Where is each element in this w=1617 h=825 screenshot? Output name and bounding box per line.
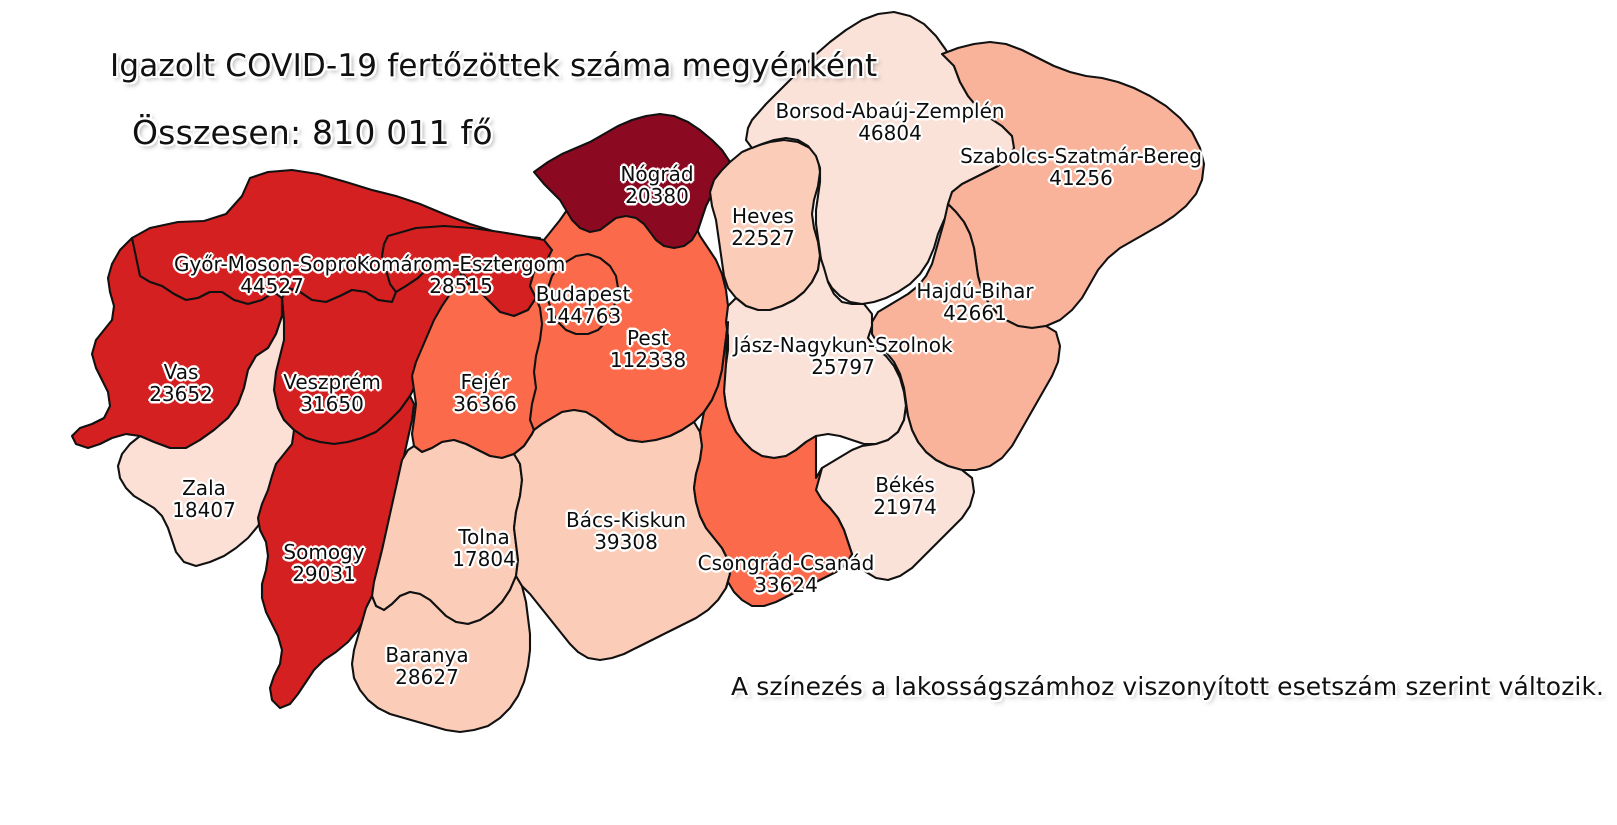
county-name: Komárom-Esztergom (356, 252, 566, 276)
county-label-tolna[interactable]: Tolna 17804 (452, 525, 516, 572)
county-label-fejer[interactable]: Fejér 36366 (453, 370, 517, 417)
county-label-bacs-kiskun[interactable]: Bács-Kiskun 39308 (565, 508, 687, 555)
county-shape-somogy[interactable] (256, 394, 416, 710)
county-value: 18407 (172, 498, 236, 523)
county-shape-baranya[interactable] (350, 574, 532, 734)
county-label-nograd[interactable]: Nógrád 20380 (620, 162, 694, 209)
county-shape-hajdu-bihar[interactable] (870, 202, 1062, 472)
county-name: Borsod-Abaúj-Zemplén (775, 99, 1005, 123)
county-value: 112338 (609, 348, 687, 373)
county-value: 29031 (292, 562, 356, 587)
county-name: Somogy (283, 540, 365, 564)
color-legend-note: A színezés a lakosságszámhoz viszonyítot… (731, 672, 1605, 701)
county-name: Pest (627, 326, 669, 350)
county-value: 31650 (300, 392, 364, 417)
county-name: Tolna (458, 525, 510, 549)
county-shape-budapest[interactable] (546, 252, 620, 336)
county-name: Csongrád-Csanád (697, 551, 875, 575)
total-cases-subtitle: Összesen: 810 011 fő (132, 113, 493, 152)
county-label-hajdu-bihar[interactable]: Hajdú-Bihar 42661 (916, 279, 1034, 326)
county-name: Bács-Kiskun (565, 508, 687, 532)
county-label-baranya[interactable]: Baranya 28627 (385, 643, 469, 690)
county-shape-csongrad-csanad[interactable] (692, 320, 854, 608)
county-value: 46804 (858, 121, 922, 146)
county-value: 28515 (429, 274, 493, 299)
county-label-borsod-abauj-zemplen[interactable]: Borsod-Abaúj-Zemplén 46804 (775, 99, 1005, 146)
county-label-bekes[interactable]: Békés 21974 (873, 473, 937, 520)
county-name: Veszprém (283, 370, 381, 394)
county-value: 41256 (1049, 166, 1113, 191)
county-shape-szabolcs-szatmar-bereg[interactable] (940, 40, 1206, 330)
county-name: Heves (732, 204, 794, 228)
county-name: Zala (182, 476, 226, 500)
county-label-szabolcs-szatmar-bereg[interactable]: Szabolcs-Szatmár-Bereg 41256 (960, 144, 1202, 191)
county-name: Fejér (460, 370, 510, 394)
county-name: Vas (163, 360, 199, 384)
county-name: Szabolcs-Szatmár-Bereg (960, 144, 1202, 168)
county-label-veszprem[interactable]: Veszprém 31650 (283, 370, 381, 417)
county-value: 17804 (452, 547, 516, 572)
county-value: 28627 (395, 665, 459, 690)
county-label-somogy[interactable]: Somogy 29031 (283, 540, 365, 587)
county-name: Budapest (535, 282, 631, 306)
county-label-gyor-moson-sopron[interactable]: Győr-Moson-Sopron 44527 (173, 252, 371, 299)
county-label-csongrad-csanad[interactable]: Csongrád-Csanád 33624 (697, 551, 875, 598)
county-value: 36366 (453, 392, 517, 417)
page-title: Igazolt COVID-19 fertőzöttek száma megyé… (110, 48, 878, 84)
county-label-vas[interactable]: Vas 23652 (149, 360, 213, 407)
county-value: 22527 (731, 226, 795, 251)
county-value: 20380 (625, 184, 689, 209)
county-value: 44527 (240, 274, 304, 299)
county-label-komarom-esztergom[interactable]: Komárom-Esztergom 28515 (356, 252, 566, 299)
county-shape-borsod-abauj-zemplen[interactable] (744, 10, 1020, 306)
county-name: Nógrád (620, 162, 694, 186)
county-value: 42661 (943, 301, 1007, 326)
county-name: Baranya (385, 643, 469, 667)
county-value: 39308 (594, 530, 658, 555)
county-value: 25797 (811, 355, 875, 380)
county-label-pest[interactable]: Pest 112338 (609, 326, 687, 373)
county-value: 33624 (754, 573, 818, 598)
county-name: Jász-Nagykun-Szolnok (733, 333, 953, 357)
county-label-heves[interactable]: Heves 22527 (731, 204, 795, 251)
county-value: 21974 (873, 495, 937, 520)
county-shape-nograd[interactable] (532, 112, 732, 250)
county-name: Békés (875, 473, 935, 497)
county-shape-zala[interactable] (116, 296, 302, 568)
county-name: Hajdú-Bihar (916, 279, 1034, 303)
county-label-budapest[interactable]: Budapest 144763 (535, 282, 631, 329)
county-value: 144763 (544, 304, 622, 329)
county-name: Győr-Moson-Sopron (173, 252, 371, 276)
county-label-jasz-nagykun-szolnok[interactable]: Jász-Nagykun-Szolnok 25797 (733, 333, 953, 380)
county-value: 23652 (149, 382, 213, 407)
county-label-zala[interactable]: Zala 18407 (172, 476, 236, 523)
